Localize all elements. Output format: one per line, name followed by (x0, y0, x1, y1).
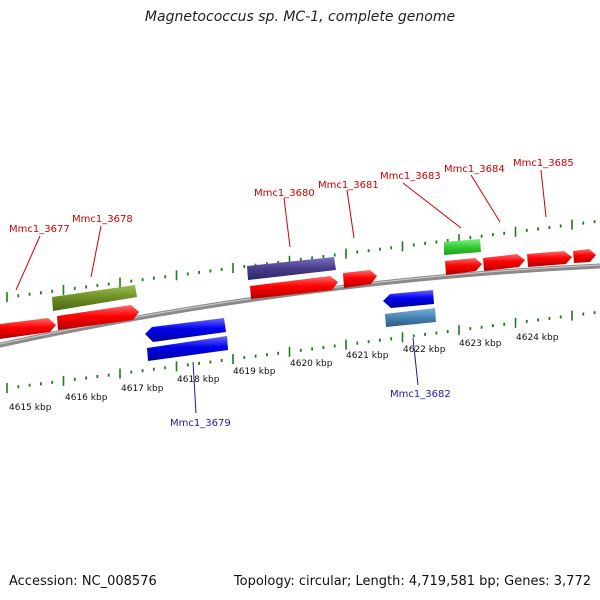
gene-labels: Mmc1_3677 Mmc1_3678 Mmc1_3679 Mmc1_3680 … (9, 158, 574, 429)
scale-label-4621: 4621 kbp (346, 351, 389, 361)
gene-label-3684[interactable]: Mmc1_3684 (444, 164, 505, 175)
gene-label-3685[interactable]: Mmc1_3685 (513, 158, 574, 169)
gene-label-3679[interactable]: Mmc1_3679 (170, 418, 231, 429)
accession-text: Accession: NC_008576 (9, 574, 157, 589)
map-title: Magnetococcus sp. MC-1, complete genome (144, 9, 456, 25)
feature-green-3683 (444, 239, 481, 255)
gene-label-3678[interactable]: Mmc1_3678 (72, 214, 133, 225)
genome-backbone (0, 263, 600, 348)
gene-arrow-3678[interactable] (57, 305, 139, 330)
feature-slate-3680 (247, 257, 336, 280)
gene-arrow-3679b[interactable] (147, 336, 228, 361)
leader-lines (15, 169, 547, 414)
lower-tick-track (6, 310, 596, 394)
gene-arrow-3682[interactable] (383, 290, 434, 308)
scale-label-4623: 4623 kbp (459, 339, 502, 349)
scale-labels: 4615 kbp 4616 kbp 4617 kbp 4618 kbp 4619… (9, 333, 559, 413)
gene-label-3681[interactable]: Mmc1_3681 (318, 180, 379, 191)
scale-label-4619: 4619 kbp (233, 367, 276, 377)
feature-steel-3682 (385, 308, 436, 327)
scale-label-4615: 4615 kbp (9, 403, 52, 413)
genome-summary-text: Topology: circular; Length: 4,719,581 bp… (233, 574, 591, 589)
gene-arrow-3679a[interactable] (145, 318, 226, 342)
gene-arrow-3681[interactable] (343, 270, 377, 288)
feature-olive-3678 (52, 285, 137, 311)
gene-arrow-3683[interactable] (445, 258, 482, 275)
gene-arrow-3685b[interactable] (573, 249, 596, 263)
gene-arrow-3677[interactable] (0, 318, 56, 339)
gene-label-3677[interactable]: Mmc1_3677 (9, 224, 70, 235)
gene-arrow-3684[interactable] (483, 254, 525, 271)
scale-label-4618: 4618 kbp (177, 375, 220, 385)
scale-label-4620: 4620 kbp (290, 359, 333, 369)
gene-label-3682[interactable]: Mmc1_3682 (390, 389, 451, 400)
scale-label-4624: 4624 kbp (516, 333, 559, 343)
scale-label-4617: 4617 kbp (121, 384, 164, 394)
scale-label-4616: 4616 kbp (65, 393, 108, 403)
gene-label-3680[interactable]: Mmc1_3680 (254, 188, 315, 199)
gene-arrow-3685a[interactable] (527, 251, 572, 267)
gene-arrow-3680[interactable] (250, 276, 338, 299)
gene-label-3683[interactable]: Mmc1_3683 (380, 171, 441, 182)
scale-label-4622: 4622 kbp (403, 345, 446, 355)
upper-tick-track (6, 219, 596, 303)
